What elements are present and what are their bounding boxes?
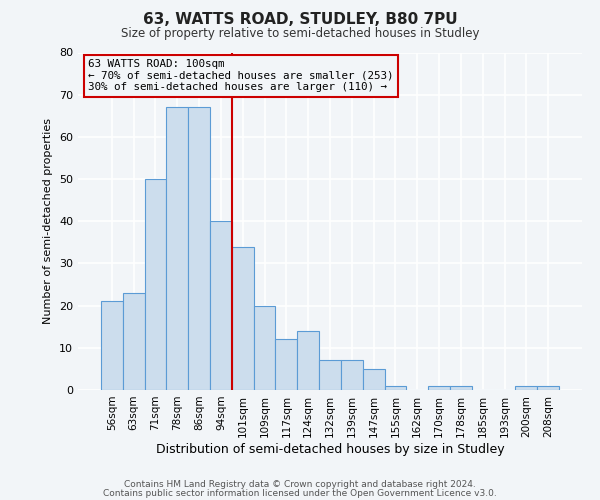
Bar xyxy=(123,293,145,390)
Y-axis label: Number of semi-detached properties: Number of semi-detached properties xyxy=(43,118,53,324)
Bar xyxy=(275,340,297,390)
Bar xyxy=(297,331,319,390)
Bar xyxy=(188,108,210,390)
X-axis label: Distribution of semi-detached houses by size in Studley: Distribution of semi-detached houses by … xyxy=(155,442,505,456)
Text: Size of property relative to semi-detached houses in Studley: Size of property relative to semi-detach… xyxy=(121,28,479,40)
Bar xyxy=(341,360,363,390)
Text: 63 WATTS ROAD: 100sqm
← 70% of semi-detached houses are smaller (253)
30% of sem: 63 WATTS ROAD: 100sqm ← 70% of semi-deta… xyxy=(88,59,394,92)
Bar xyxy=(428,386,450,390)
Text: Contains public sector information licensed under the Open Government Licence v3: Contains public sector information licen… xyxy=(103,488,497,498)
Bar xyxy=(515,386,537,390)
Bar xyxy=(450,386,472,390)
Bar xyxy=(145,179,166,390)
Text: 63, WATTS ROAD, STUDLEY, B80 7PU: 63, WATTS ROAD, STUDLEY, B80 7PU xyxy=(143,12,457,28)
Bar xyxy=(232,246,254,390)
Bar xyxy=(363,369,385,390)
Bar xyxy=(319,360,341,390)
Bar xyxy=(101,302,123,390)
Bar xyxy=(537,386,559,390)
Bar xyxy=(385,386,406,390)
Bar xyxy=(210,221,232,390)
Bar xyxy=(254,306,275,390)
Text: Contains HM Land Registry data © Crown copyright and database right 2024.: Contains HM Land Registry data © Crown c… xyxy=(124,480,476,489)
Bar xyxy=(166,108,188,390)
